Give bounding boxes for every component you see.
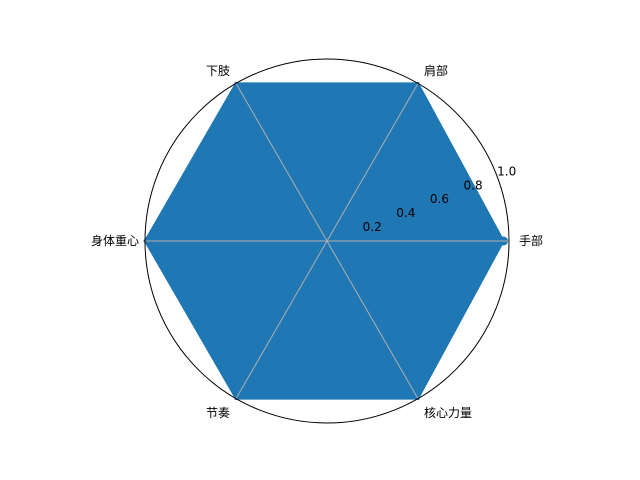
category-label: 核心力量 — [424, 406, 472, 420]
category-label: 肩部 — [424, 63, 448, 78]
radial-tick-label: 0.8 — [464, 178, 483, 192]
category-label: 节奏 — [206, 406, 230, 420]
radial-tick-label: 1.0 — [497, 164, 516, 178]
category-label: 手部 — [519, 233, 543, 248]
category-label: 身体重心 — [91, 233, 139, 248]
category-label: 下肢 — [206, 63, 230, 78]
radial-tick-label: 0.6 — [430, 192, 449, 206]
radial-tick-label: 0.2 — [363, 220, 382, 234]
radial-tick-label: 0.4 — [396, 206, 415, 220]
